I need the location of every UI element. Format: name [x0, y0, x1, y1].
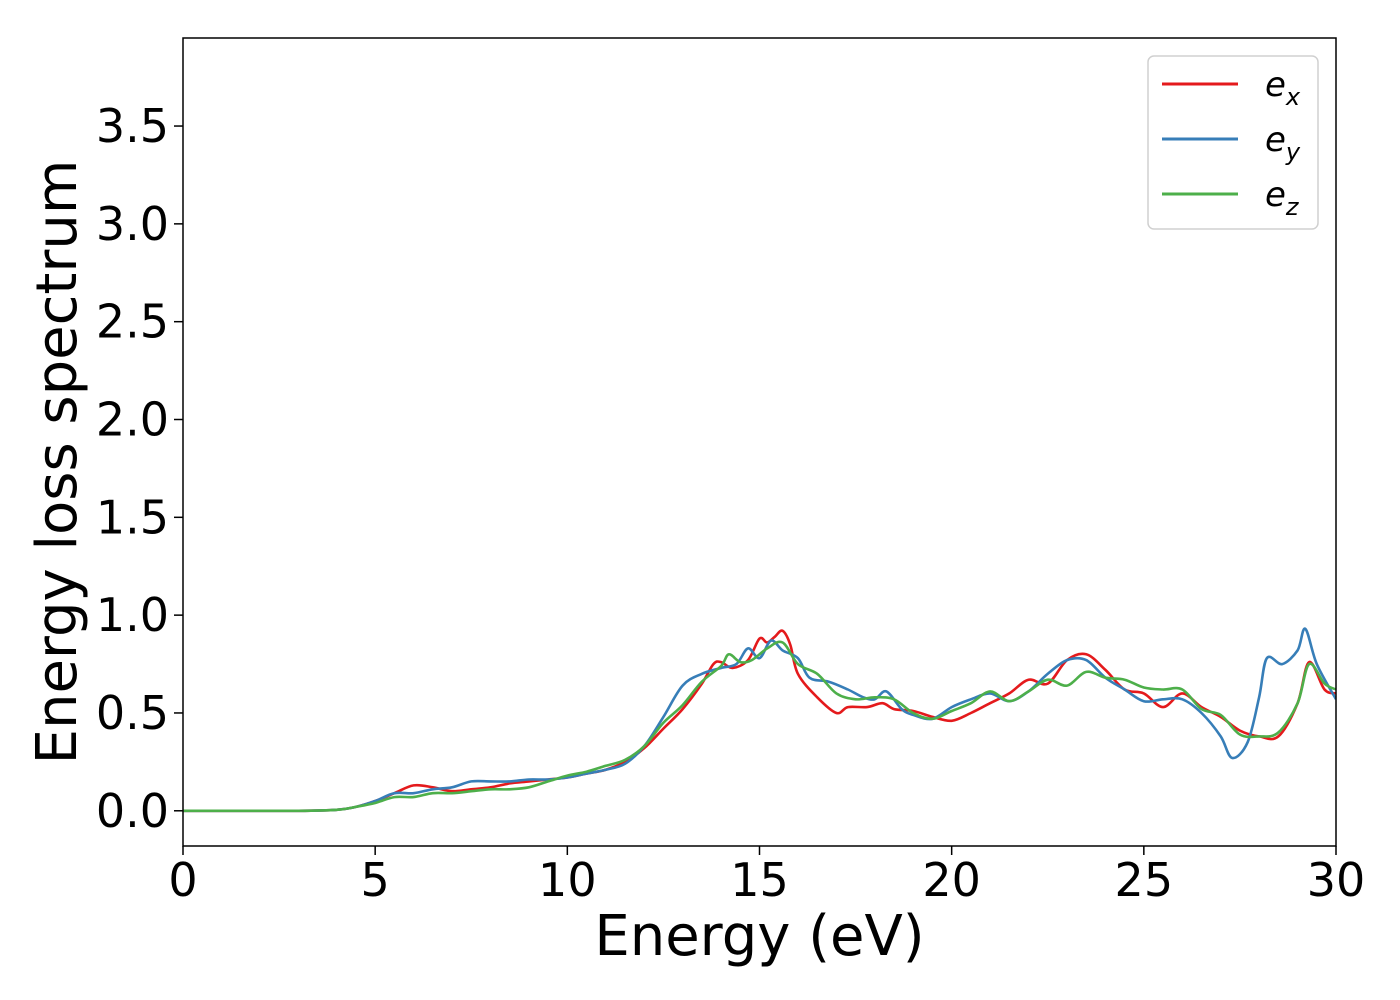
series-line-ez: [183, 640, 1336, 813]
y-tick-label: 3.0: [96, 197, 169, 251]
ticks-layer: 0 5 10 15 20 25 30 0.0 0.5 1.0 1.5 2.0 2.5 3.0 3.5: [96, 99, 1365, 907]
y-tick-label: 0.0: [96, 784, 169, 838]
x-axis-label: Energy (eV): [594, 904, 924, 969]
y-tick-label: 1.5: [96, 490, 169, 544]
legend-box: [1147, 55, 1319, 230]
legend: ex ey ez: [1147, 55, 1319, 230]
y-tick-label: 2.5: [96, 295, 169, 349]
x-tick-label: 5: [361, 853, 390, 907]
x-tick-label: 10: [538, 853, 597, 907]
x-tick-label: 30: [1307, 853, 1366, 907]
legend-label-ez: ez: [1265, 175, 1300, 221]
x-tick-label: 25: [1115, 853, 1174, 907]
series-line-ex: [183, 629, 1336, 813]
series-layer: [183, 627, 1336, 813]
x-tick-label: 15: [730, 853, 789, 907]
series-line-ey: [183, 627, 1336, 813]
y-tick-label: 3.5: [96, 99, 169, 153]
y-tick-label: 1.0: [96, 588, 169, 642]
y-axis-label: Energy loss spectrum: [25, 160, 90, 765]
x-tick-label: 0: [168, 853, 197, 907]
legend-label-ex: ex: [1265, 65, 1301, 111]
legend-label-ey: ey: [1265, 120, 1301, 166]
x-tick-label: 20: [922, 853, 981, 907]
y-tick-label: 2.0: [96, 393, 169, 447]
y-tick-label: 0.5: [96, 686, 169, 740]
